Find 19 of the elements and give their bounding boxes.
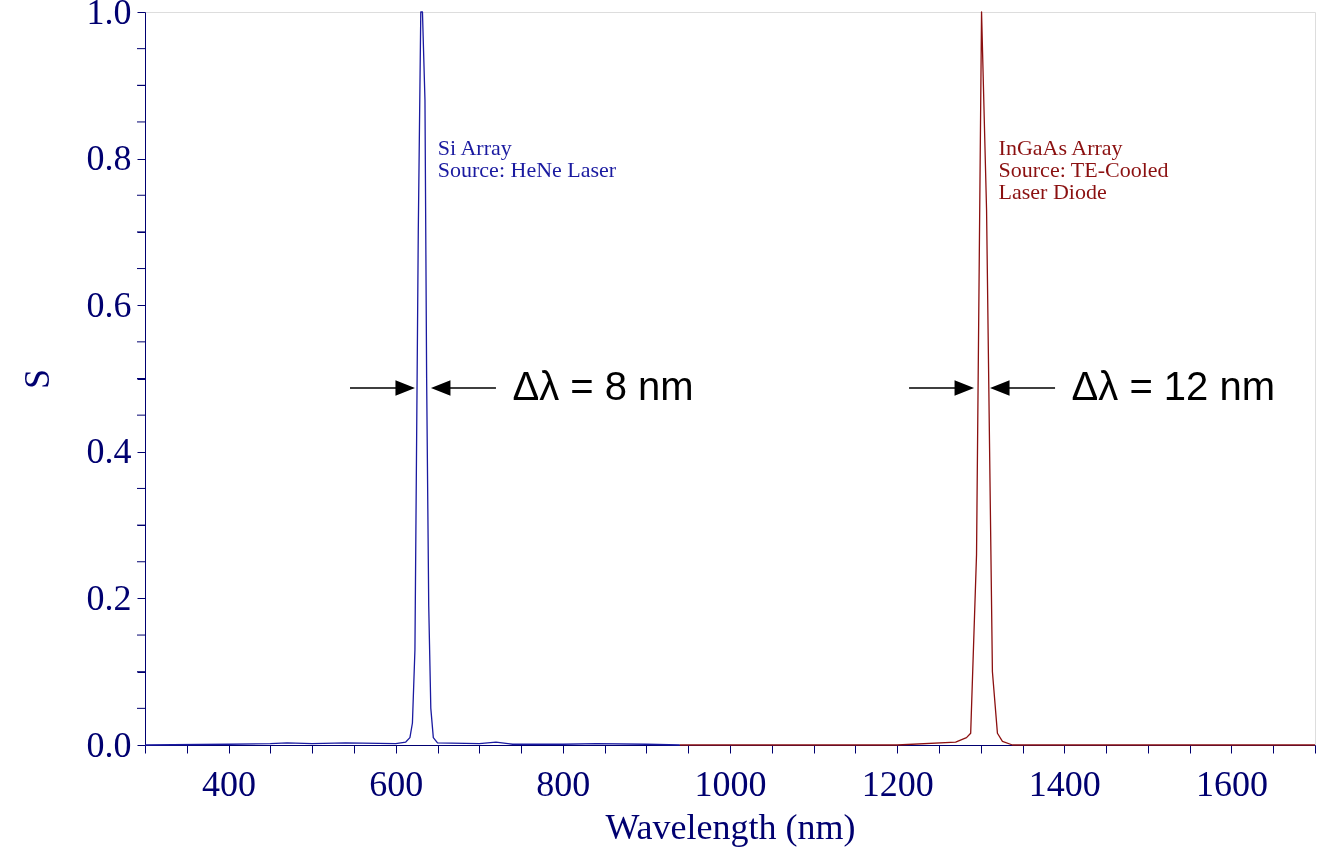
x-tick-label: 1600 — [1195, 763, 1268, 804]
x-tick-label: 400 — [202, 763, 257, 804]
x-tick-label: 600 — [369, 763, 424, 804]
y-tick-label: 0.6 — [86, 284, 132, 325]
x-tick-label: 1000 — [694, 763, 767, 804]
series-label: Si Array — [437, 135, 512, 160]
x-tick-label: 800 — [536, 763, 591, 804]
y-tick-label: 0.0 — [86, 724, 132, 765]
y-tick-label: 0.8 — [86, 138, 132, 179]
y-tick-label: 0.4 — [86, 431, 132, 472]
y-tick-label: 0.2 — [86, 577, 132, 618]
y-axis-title: S — [16, 368, 57, 390]
y-tick-label: 1.0 — [86, 0, 132, 32]
annotation: Δλ = 8 nm — [512, 364, 694, 409]
series-label: InGaAs Array — [998, 135, 1123, 160]
x-tick-label: 1200 — [861, 763, 934, 804]
x-tick-label: 1400 — [1028, 763, 1101, 804]
annotation: Δλ = 12 nm — [1071, 364, 1276, 409]
x-axis-title: Wavelength (nm) — [605, 806, 856, 847]
